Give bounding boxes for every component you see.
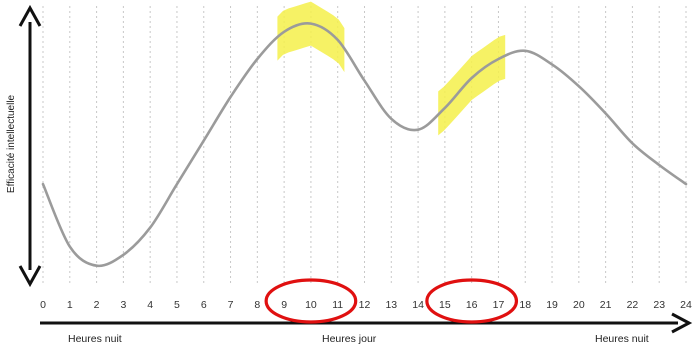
x-tick-20: 20 [573, 299, 585, 311]
x-tick-24: 24 [680, 299, 692, 311]
period-label-night-2: Heures nuit [595, 333, 649, 345]
highlight-area-1 [277, 1, 345, 73]
period-label-day: Heures jour [322, 333, 377, 345]
x-tick-5: 5 [174, 299, 180, 311]
x-tick-16: 16 [466, 299, 478, 311]
x-tick-18: 18 [519, 299, 531, 311]
x-tick-12: 12 [359, 299, 371, 311]
x-tick-22: 22 [627, 299, 639, 311]
x-tick-3: 3 [120, 299, 126, 311]
x-tick-labels: 0 1 2 3 4 5 6 7 8 9 10 11 12 13 14 15 16 17 18 19 20 21 22 23 24 [40, 299, 692, 311]
x-tick-21: 21 [600, 299, 612, 311]
vertical-gridlines [42, 6, 687, 286]
x-tick-14: 14 [412, 299, 424, 311]
x-tick-17: 17 [493, 299, 505, 311]
x-tick-1: 1 [67, 299, 73, 311]
period-label-night-1: Heures nuit [68, 333, 122, 345]
highlight-areas [277, 1, 506, 136]
highlight-circle-2 [425, 278, 519, 324]
x-axis-arrow [671, 312, 693, 334]
y-axis-arrow-top [18, 4, 42, 27]
y-axis [18, 4, 42, 288]
period-labels: Heures nuit Heures jour Heures nuit [68, 333, 649, 345]
highlight-circles [264, 278, 519, 324]
x-tick-2: 2 [94, 299, 100, 311]
x-tick-4: 4 [147, 299, 153, 311]
x-tick-13: 13 [385, 299, 397, 311]
x-tick-11: 11 [332, 299, 343, 311]
highlight-area-2 [438, 34, 506, 136]
y-axis-arrow-bottom [18, 265, 42, 288]
x-tick-10: 10 [305, 299, 317, 311]
x-tick-15: 15 [439, 299, 451, 311]
highlight-circle-1 [264, 278, 358, 324]
x-tick-7: 7 [228, 299, 234, 311]
x-tick-8: 8 [254, 299, 260, 311]
x-tick-9: 9 [281, 299, 287, 311]
x-tick-19: 19 [546, 299, 558, 311]
x-tick-6: 6 [201, 299, 207, 311]
y-axis-label: Efficacité intellectuelle [6, 94, 17, 193]
efficiency-curve [41, 22, 688, 268]
x-tick-0: 0 [40, 299, 46, 311]
x-axis [40, 312, 693, 334]
x-tick-23: 23 [653, 299, 665, 311]
